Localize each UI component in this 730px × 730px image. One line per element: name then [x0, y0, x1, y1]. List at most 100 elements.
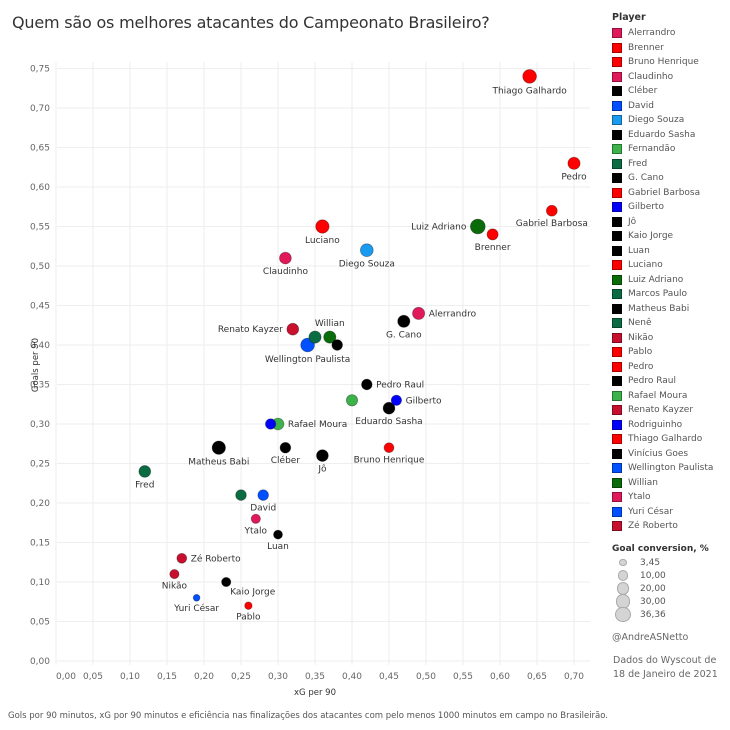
legend-item[interactable]: Renato Kayzer [612, 403, 730, 418]
legend-label: Kaio Jorge [628, 231, 674, 242]
legend-swatch [612, 361, 622, 372]
legend-item[interactable]: Marcos Paulo [612, 287, 730, 302]
data-point[interactable] [221, 576, 232, 588]
data-point[interactable] [359, 243, 374, 258]
legend-item[interactable]: Ytalo [612, 490, 730, 505]
data-point[interactable] [279, 441, 292, 454]
data-point[interactable] [273, 529, 283, 540]
point-label: G. Cano [386, 330, 422, 340]
data-point[interactable] [308, 330, 322, 344]
data-point[interactable] [323, 330, 337, 344]
legend-item[interactable]: Gilberto [612, 200, 730, 215]
x-tick-label: 0,45 [379, 672, 399, 682]
data-point[interactable] [522, 69, 537, 84]
legend-item[interactable]: Nenê [612, 316, 730, 331]
legend-item[interactable]: Nikão [612, 331, 730, 346]
data-point[interactable] [138, 465, 152, 478]
legend-item[interactable]: Yuri César [612, 505, 730, 520]
data-point[interactable] [286, 322, 300, 336]
legend-item[interactable]: Pedro [612, 360, 730, 375]
data-point[interactable] [382, 401, 396, 415]
x-axis-ticks: 0,00 0,05 0,10 0,15 0,20 0,25 0,30 0,35 0,40 0,45… [56, 672, 584, 682]
legend-title: Player [612, 12, 646, 23]
legend-item[interactable]: Fred [612, 157, 730, 172]
data-point[interactable] [397, 314, 411, 328]
legend-swatch [612, 332, 622, 343]
data-point[interactable] [412, 306, 426, 320]
data-point[interactable] [345, 394, 359, 407]
legend-item[interactable]: Fernandão [612, 142, 730, 157]
legend-item[interactable]: Zé Roberto [612, 519, 730, 534]
legend-swatch [612, 289, 622, 300]
legend-item[interactable]: Diego Souza [612, 113, 730, 128]
legend-item[interactable]: Claudinho [612, 70, 730, 85]
data-point[interactable] [469, 218, 486, 235]
size-legend-item: 36,36 [612, 606, 730, 623]
data-point[interactable] [390, 394, 402, 406]
legend-item[interactable]: Thiago Galhardo [612, 432, 730, 447]
legend-item[interactable]: Willian [612, 476, 730, 491]
legend-item[interactable]: Vinícius Goes [612, 447, 730, 462]
data-point[interactable] [257, 489, 269, 501]
legend-swatch [612, 506, 622, 517]
legend-item[interactable]: G. Cano [612, 171, 730, 186]
point-label: Thiago Galhardo [491, 86, 567, 96]
data-point[interactable] [265, 418, 277, 430]
legend-item[interactable]: Luiz Adriano [612, 273, 730, 288]
legend-label: Pedro [628, 361, 654, 372]
data-source-note: Dados do Wyscout de 18 de Janeiro de 202… [613, 655, 718, 680]
legend-item[interactable]: Kaio Jorge [612, 229, 730, 244]
data-point[interactable] [316, 449, 329, 462]
x-tick-label: 0,65 [527, 672, 547, 682]
legend-item[interactable]: Bruno Henrique [612, 55, 730, 70]
data-point[interactable] [244, 601, 253, 610]
legend-item[interactable]: Cléber [612, 84, 730, 99]
legend-item[interactable]: Matheus Babi [612, 302, 730, 317]
data-point[interactable] [235, 489, 247, 501]
data-point[interactable] [383, 442, 395, 454]
legend-label: Zé Roberto [628, 521, 678, 532]
legend-item[interactable]: David [612, 99, 730, 114]
x-tick-label: 0,40 [342, 672, 362, 682]
data-point[interactable] [176, 552, 188, 564]
legend-item[interactable]: Alerrandro [612, 26, 730, 41]
legend-item[interactable]: Luciano [612, 258, 730, 273]
legend-item[interactable]: Brenner [612, 41, 730, 56]
data-point[interactable] [169, 569, 180, 580]
legend-label: Diego Souza [628, 115, 685, 126]
data-point[interactable] [486, 228, 499, 241]
legend-item[interactable]: Jô [612, 215, 730, 230]
point-label: Gilberto [406, 396, 442, 406]
size-legend-circle [619, 558, 627, 567]
legend-label: Ytalo [628, 492, 651, 503]
y-tick-label: 0,40 [30, 341, 50, 351]
legend-swatch [612, 405, 622, 416]
legend-item[interactable]: Luan [612, 244, 730, 259]
data-point[interactable] [567, 156, 581, 170]
legend-item[interactable]: Rodriguinho [612, 418, 730, 433]
legend-item[interactable]: Gabriel Barbosa [612, 186, 730, 201]
data-point[interactable] [331, 339, 343, 351]
legend-item[interactable]: Pablo [612, 345, 730, 360]
legend-item[interactable]: Eduardo Sasha [612, 128, 730, 143]
legend-swatch [612, 187, 622, 198]
point-label: Willian [315, 319, 345, 329]
legend-swatch [612, 463, 622, 474]
data-point[interactable] [315, 219, 330, 234]
legend-swatch [612, 144, 622, 155]
legend-item[interactable]: Wellington Paulista [612, 461, 730, 476]
data-point[interactable] [545, 204, 558, 217]
x-tick-label: 0,25 [231, 672, 251, 682]
data-point[interactable] [211, 440, 226, 455]
data-point[interactable] [192, 594, 201, 602]
data-point[interactable] [279, 251, 292, 265]
x-tick-label: 0,55 [453, 672, 473, 682]
point-label: Fred [135, 480, 154, 490]
data-point[interactable] [250, 513, 261, 524]
legend-item[interactable]: Pedro Raul [612, 374, 730, 389]
x-tick-label: 0,35 [305, 672, 325, 682]
x-tick-label: 0,20 [194, 672, 214, 682]
legend-label: Eduardo Sasha [628, 129, 696, 140]
legend-item[interactable]: Rafael Moura [612, 389, 730, 404]
data-point[interactable] [361, 378, 373, 391]
